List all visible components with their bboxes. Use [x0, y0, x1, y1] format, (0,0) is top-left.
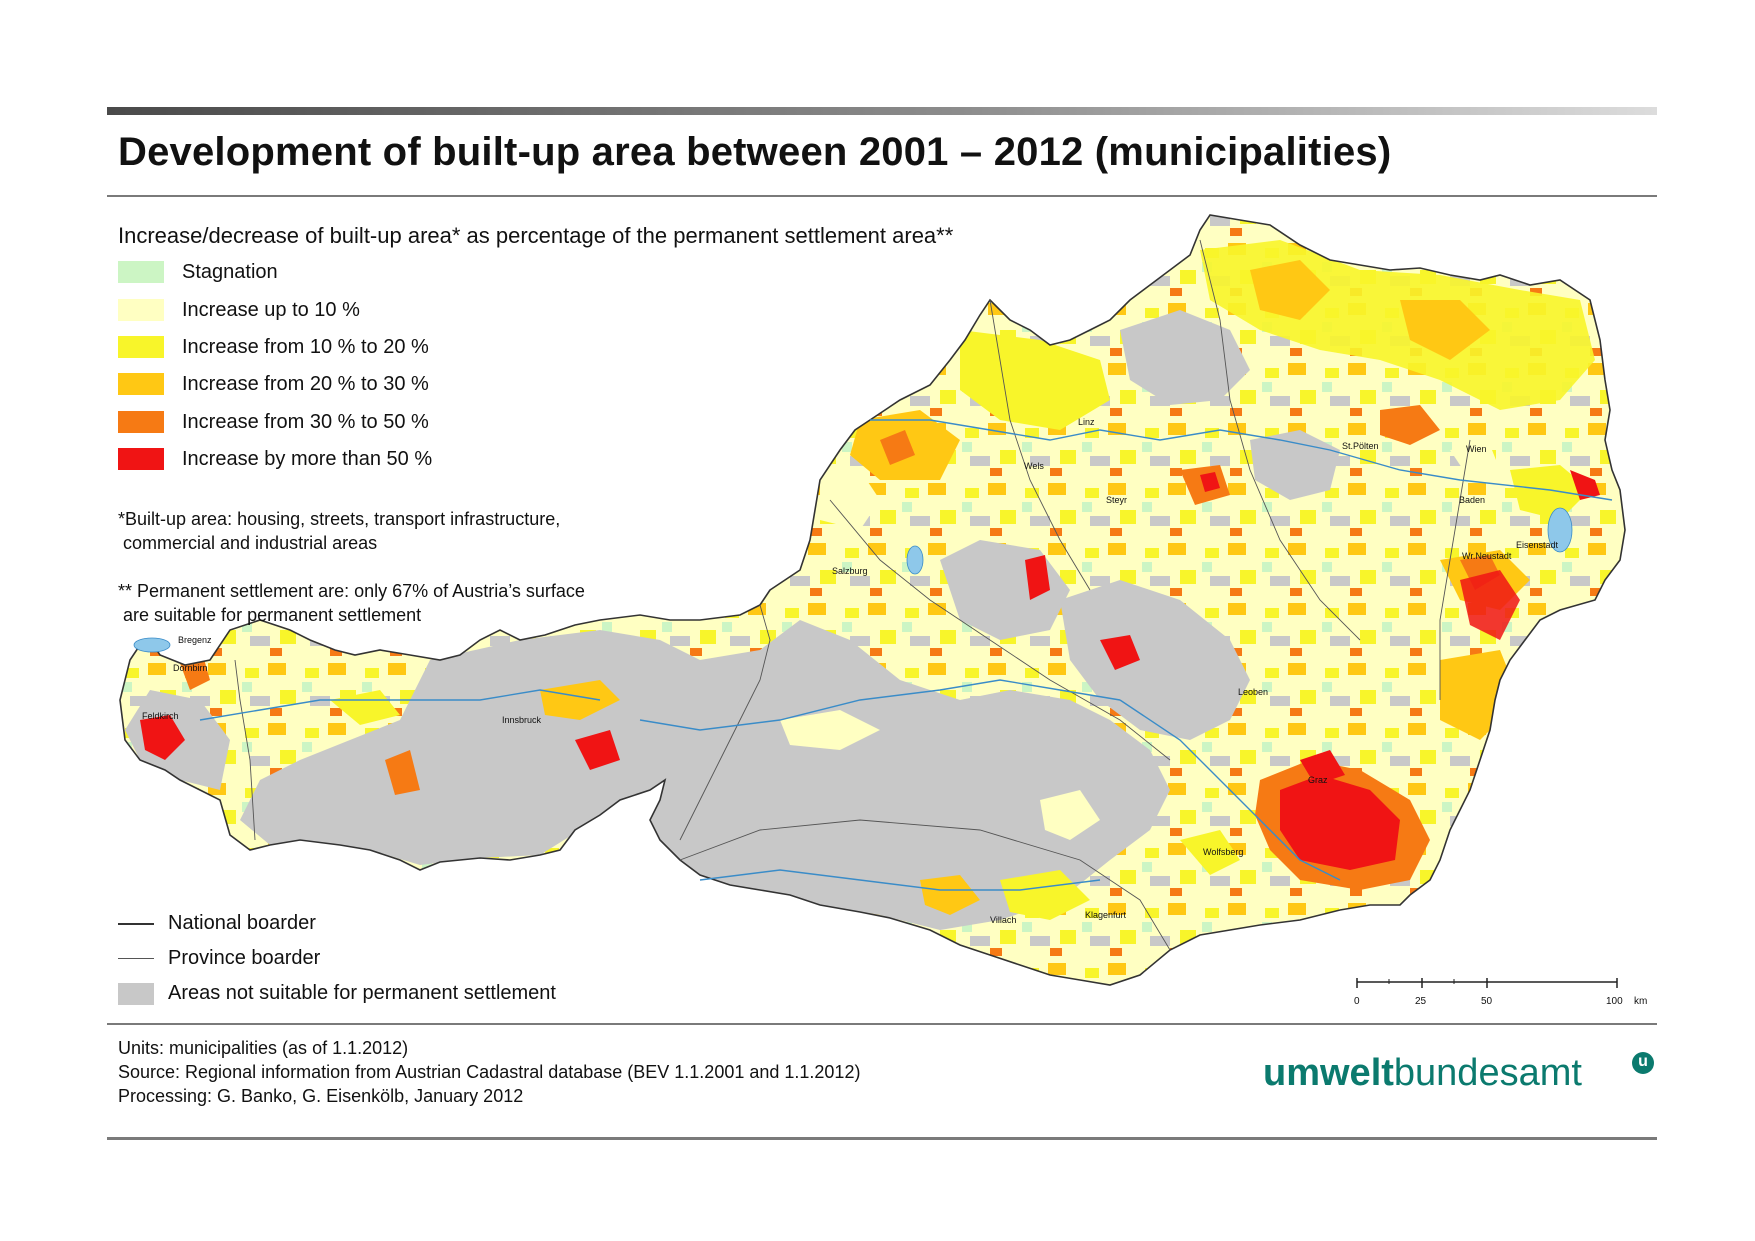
province-borders — [234, 239, 1471, 951]
legend-swatch — [118, 448, 164, 470]
legend-swatch — [118, 411, 164, 433]
legend-not-suitable: Areas not suitable for permanent settlem… — [118, 982, 556, 1005]
city-steyr: Steyr — [1106, 495, 1127, 505]
city-leoben: Leoben — [1238, 687, 1268, 697]
city-innsbruck: Innsbruck — [502, 715, 542, 725]
city-klagenfurt: Klagenfurt — [1085, 910, 1127, 920]
national-border-line — [118, 922, 154, 925]
city-wels: Wels — [1024, 461, 1044, 471]
scale-unit: km — [1634, 996, 1648, 1007]
legend-label: Areas not suitable for permanent settlem… — [168, 982, 556, 1004]
city-eisenstadt: Eisenstadt — [1516, 540, 1559, 550]
bottom-rule — [107, 1137, 1657, 1140]
logo-badge-icon: u — [1632, 1052, 1654, 1074]
rivers — [199, 419, 1613, 891]
footer-divider — [107, 1023, 1657, 1025]
legend-national-border: National boarder — [118, 912, 316, 935]
legend-label: Increase by more than 50 % — [182, 447, 433, 470]
city-dornbirn: Dornbirn — [173, 663, 208, 673]
umweltbundesamt-logo: umweltbundesamt — [1263, 1052, 1582, 1095]
legend-item-stagnation: Stagnation — [118, 259, 278, 285]
legend-label: Increase from 20 % to 30 % — [182, 372, 429, 395]
title-divider — [107, 195, 1657, 197]
legend-swatch — [118, 299, 164, 321]
note-built-up: *Built-up area: housing, streets, transp… — [118, 509, 561, 553]
city-linz: Linz — [1078, 417, 1095, 427]
city-baden: Baden — [1459, 495, 1485, 505]
footer-units: Units: municipalities (as of 1.1.2012) — [118, 1038, 409, 1058]
scale-label-50: 50 — [1481, 996, 1493, 1007]
city-graz: Graz — [1308, 775, 1328, 785]
province-border-line — [118, 958, 154, 959]
legend-label: Increase up to 10 % — [182, 298, 360, 321]
footer-source: Source: Regional information from Austri… — [118, 1062, 861, 1082]
legend-subtitle: Increase/decrease of built-up area* as p… — [118, 223, 954, 248]
lakes — [133, 507, 1573, 653]
legend-item-up-to-10: Increase up to 10 % — [118, 297, 360, 323]
city-wr-neustadt: Wr.Neustadt — [1462, 551, 1512, 561]
logo-text-regular: bundesamt — [1393, 1052, 1582, 1094]
city-villach: Villach — [990, 915, 1016, 925]
legend-label: Stagnation — [182, 260, 278, 283]
city-wien: Wien — [1466, 444, 1487, 454]
legend-label: National boarder — [168, 912, 316, 934]
scale-label-25: 25 — [1415, 996, 1427, 1007]
top-rule — [107, 107, 1657, 115]
city-wolfsberg: Wolfsberg — [1203, 847, 1243, 857]
legend-swatch — [118, 261, 164, 283]
scale-bar — [1356, 978, 1618, 988]
city-bregenz: Bregenz — [178, 635, 212, 645]
city-feldkirch: Feldkirch — [142, 711, 179, 721]
legend-item-10-to-20: Increase from 10 % to 20 % — [118, 334, 429, 360]
scale-label-0: 0 — [1354, 996, 1360, 1007]
legend-swatch — [118, 373, 164, 395]
city-salzburg: Salzburg — [832, 566, 868, 576]
map-title: Development of built-up area between 200… — [118, 130, 1392, 174]
legend-item-over-50: Increase by more than 50 % — [118, 446, 432, 472]
legend-swatch — [118, 982, 154, 1005]
logo-text-bold: umwelt — [1263, 1052, 1394, 1094]
legend-label: Increase from 10 % to 20 % — [182, 335, 429, 358]
legend-item-30-to-50: Increase from 30 % to 50 % — [118, 409, 429, 435]
note-permanent-settlement: ** Permanent settlement are: only 67% of… — [118, 581, 585, 625]
city-stpoelten: St.Pölten — [1342, 441, 1379, 451]
footer-processing: Processing: G. Banko, G. Eisenkölb, Janu… — [118, 1086, 524, 1106]
legend-label: Province boarder — [168, 947, 321, 969]
legend-label: Increase from 30 % to 50 % — [182, 410, 429, 433]
city-labels: Bregenz Dornbirn Feldkirch Innsbruck Sal… — [142, 417, 1559, 925]
scale-label-100: 100 — [1606, 996, 1623, 1007]
legend-province-border: Province boarder — [118, 947, 320, 970]
legend-swatch — [118, 336, 164, 358]
legend-item-20-to-30: Increase from 20 % to 30 % — [118, 371, 429, 397]
